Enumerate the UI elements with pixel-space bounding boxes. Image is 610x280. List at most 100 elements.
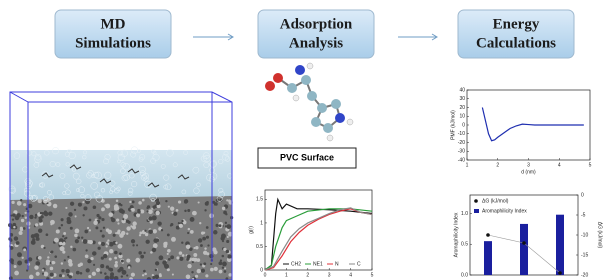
particle [61, 218, 64, 221]
particle [34, 216, 36, 218]
particle [206, 201, 209, 204]
particle [209, 254, 213, 258]
particle [23, 227, 26, 230]
md-box [8, 92, 233, 280]
particle [115, 242, 117, 244]
bar [556, 215, 564, 275]
particle [187, 264, 191, 268]
particle [66, 219, 71, 224]
particle [146, 210, 148, 212]
particle [142, 274, 144, 276]
particle [114, 251, 118, 255]
particle [64, 238, 66, 240]
particle [204, 247, 206, 249]
particle [170, 255, 174, 259]
particle [188, 228, 190, 230]
particle [159, 274, 162, 277]
particle [213, 250, 217, 254]
particle [228, 273, 232, 277]
particle [117, 222, 119, 224]
particle [150, 220, 153, 223]
x-tick-label: 1 [285, 272, 288, 278]
particle [93, 264, 95, 266]
x-tick-label: 3 [527, 162, 530, 168]
particle [113, 234, 116, 237]
particle [28, 257, 32, 261]
particle [206, 226, 209, 229]
particle [76, 271, 80, 275]
particle [65, 269, 69, 273]
particle [46, 259, 50, 263]
particle [219, 270, 223, 274]
particle [40, 215, 43, 218]
particle [172, 273, 174, 275]
particle [143, 252, 145, 254]
particle [139, 234, 141, 236]
bar [520, 224, 528, 275]
particle [190, 230, 194, 234]
y2-tick-label: -15 [581, 252, 588, 258]
particle [101, 242, 104, 245]
particle [70, 202, 74, 206]
particle [83, 239, 88, 244]
legend-label: C [357, 261, 361, 267]
particle [78, 203, 82, 207]
particle [25, 217, 27, 219]
particle [152, 205, 155, 208]
particle [44, 212, 49, 217]
surface-label: PVC Surface [280, 152, 334, 162]
particle [17, 261, 22, 266]
particle [121, 210, 125, 214]
particle [50, 220, 55, 225]
particle [140, 209, 143, 212]
particle [84, 230, 88, 234]
particle [93, 205, 97, 209]
particle [132, 221, 136, 225]
particle [59, 274, 62, 277]
particle [86, 268, 90, 272]
point [486, 233, 490, 237]
particle [101, 208, 104, 211]
particle [96, 268, 100, 272]
particle [80, 272, 83, 275]
particle [34, 233, 38, 237]
particle [176, 209, 179, 212]
particle [155, 211, 159, 215]
particle [159, 255, 164, 260]
particle [62, 235, 64, 237]
particle [19, 231, 23, 235]
particle [152, 274, 154, 276]
particle [187, 232, 189, 234]
step-text: Analysis [289, 35, 343, 51]
particle [38, 228, 42, 232]
particle [90, 257, 93, 260]
particle [123, 214, 128, 219]
particle [50, 273, 54, 277]
y-tick-label: -10 [458, 131, 465, 137]
particle [200, 263, 202, 265]
particle [28, 204, 33, 209]
particle [167, 253, 169, 255]
particle [222, 207, 225, 210]
particle [198, 201, 200, 203]
particle [206, 236, 209, 239]
particle [132, 225, 136, 229]
particle [67, 256, 69, 258]
particle [168, 258, 171, 261]
particle [132, 200, 135, 203]
particle [50, 267, 54, 271]
particle [68, 262, 72, 266]
particle [219, 224, 222, 227]
particle [120, 204, 122, 206]
particle [50, 251, 53, 254]
particle [34, 265, 38, 269]
particle [148, 229, 153, 234]
particle [155, 275, 159, 279]
y2-tick-label: -20 [581, 272, 588, 278]
particle [227, 255, 231, 259]
particle [227, 236, 229, 238]
particle [14, 265, 17, 268]
particle [132, 244, 134, 246]
particle [168, 206, 170, 208]
particle [195, 275, 198, 278]
